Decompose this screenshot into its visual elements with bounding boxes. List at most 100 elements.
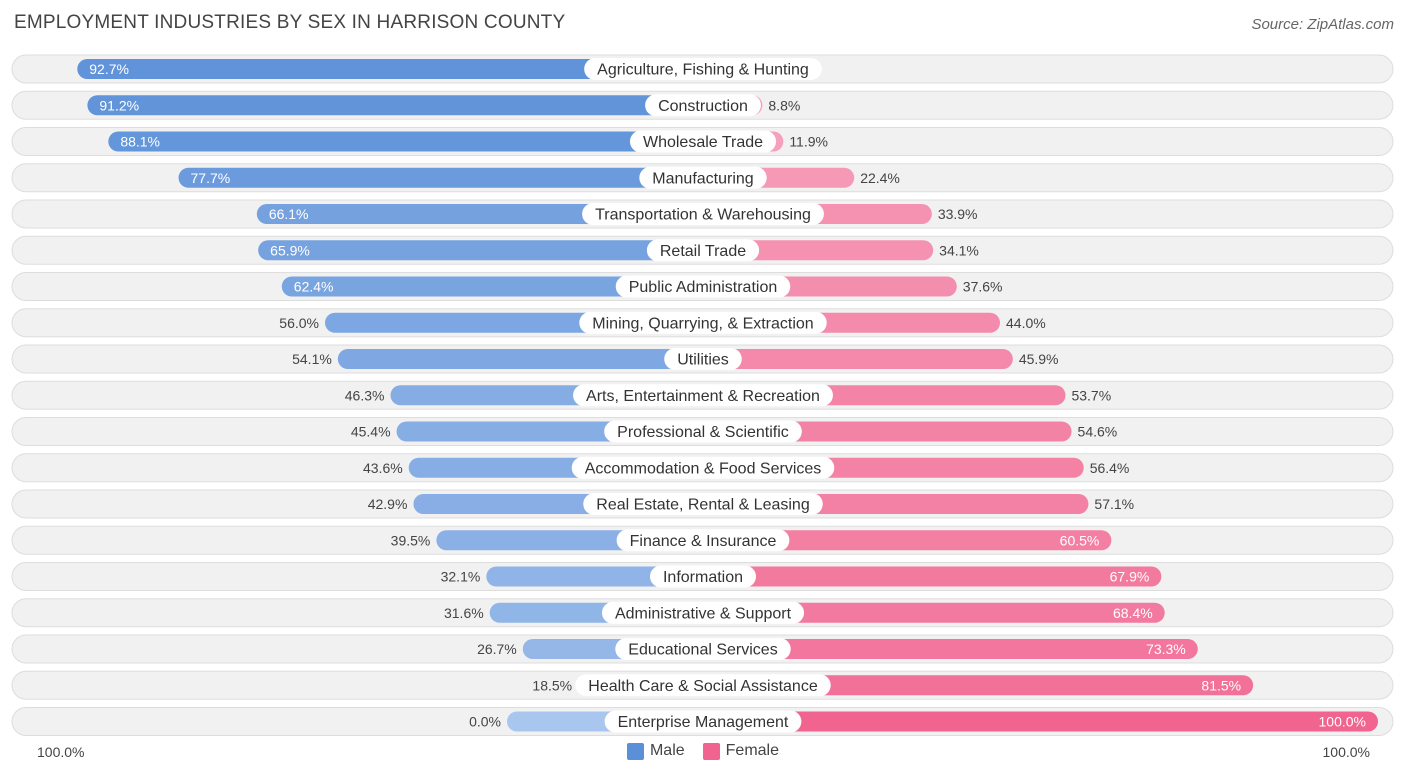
category-pill	[573, 384, 833, 407]
bar-female	[703, 530, 1112, 551]
value-label-female: 100.0%	[1319, 714, 1366, 730]
value-label-male: 43.6%	[363, 460, 403, 476]
value-label-male: 88.1%	[120, 134, 160, 150]
category-label: Real Estate, Rental & Leasing	[596, 497, 809, 514]
category-label: Agriculture, Fishing & Hunting	[597, 62, 809, 79]
category-pill	[664, 348, 742, 370]
value-label-male: 0.0%	[469, 714, 501, 730]
source-credit: Source: ZipAtlas.com	[1251, 16, 1394, 33]
axis-right-label: 100.0%	[1322, 744, 1370, 760]
bar-male	[486, 566, 703, 587]
value-label-male: 42.9%	[368, 496, 408, 512]
bar-female	[703, 566, 1162, 587]
bar-male	[108, 131, 703, 152]
value-label-female: 56.4%	[1090, 460, 1130, 476]
category-pill	[615, 275, 791, 298]
chart-row: 45.4% 54.6% Professional & Scientific	[11, 417, 1394, 446]
category-label: Construction	[658, 98, 748, 115]
bar-male	[337, 349, 703, 369]
chart-row: 65.9% 34.1% Retail Trade	[11, 235, 1394, 265]
value-label-female: 60.5%	[1060, 532, 1100, 548]
chart-row: 46.3% 53.7% Arts, Entertainment & Recreati…	[11, 380, 1394, 410]
axis-left-label: 100.0%	[37, 744, 85, 760]
category-pill	[571, 456, 835, 479]
legend-label-male: Male	[649, 742, 685, 759]
chart-row: 43.6% 56.4% Accommodation & Food Services	[11, 453, 1394, 483]
category-label: Manufacturing	[652, 170, 753, 187]
value-label-male: 45.4%	[351, 424, 391, 440]
category-pill	[616, 529, 790, 552]
legend-swatch-female	[702, 742, 720, 760]
category-pill	[646, 239, 760, 262]
bar-female	[703, 711, 1378, 732]
legend-swatch-male	[626, 742, 644, 760]
value-label-male: 31.6%	[444, 605, 484, 621]
value-label-male: 56.0%	[279, 315, 319, 331]
category-pill	[639, 166, 767, 189]
bar-female	[703, 349, 1013, 369]
category-label: Health Care & Social Assistance	[588, 678, 818, 695]
value-label-female: 54.6%	[1078, 424, 1118, 440]
value-label-male: 92.7%	[89, 61, 129, 77]
legend-item-female: Female	[702, 742, 780, 760]
chart-row: 42.9% 57.1% Real Estate, Rental & Leasing	[11, 489, 1394, 519]
chart-row: 39.5% 60.5% Finance & Insurance	[11, 525, 1394, 555]
value-label-male: 66.1%	[269, 206, 309, 222]
category-label: Retail Trade	[660, 243, 746, 260]
bar-male	[281, 276, 703, 297]
category-label: Transportation & Warehousing	[595, 207, 811, 224]
bar-male	[178, 167, 703, 188]
value-label-female: 45.9%	[1019, 351, 1059, 367]
value-label-female: 11.9%	[789, 134, 828, 150]
bar-female	[703, 240, 934, 261]
category-pill	[575, 674, 831, 697]
value-label-male: 65.9%	[270, 242, 310, 258]
category-label: Public Administration	[629, 279, 778, 296]
category-pill	[604, 420, 802, 443]
category-pill	[629, 130, 777, 153]
chart-row: 62.4% 37.6% Public Administration	[11, 272, 1394, 301]
value-label-male: 77.7%	[191, 170, 231, 186]
category-pill	[582, 203, 824, 225]
category-pill	[584, 58, 822, 80]
bar-male	[87, 95, 703, 116]
chart-row: 77.7% 22.4% Manufacturing	[11, 163, 1394, 193]
category-label: Enterprise Management	[618, 714, 789, 731]
chart-row: 32.1% 67.9% Information	[11, 562, 1394, 591]
chart-row: 88.1% 11.9% Wholesale Trade	[11, 127, 1394, 156]
value-label-female: 34.1%	[939, 242, 979, 258]
category-label: Arts, Entertainment & Recreation	[586, 388, 820, 405]
chart-row: 18.5% 81.5% Health Care & Social Assistanc…	[11, 670, 1394, 700]
chart-row: 91.2% 8.8% Construction	[11, 90, 1394, 120]
value-label-female: 44.0%	[1006, 315, 1046, 331]
value-label-female: 33.9%	[938, 206, 978, 222]
category-pill	[601, 601, 805, 624]
category-pill	[649, 565, 757, 588]
value-label-male: 46.3%	[345, 387, 385, 403]
chart-row: 56.0% 44.0% Mining, Quarrying, & Extractio…	[11, 308, 1394, 338]
bar-male	[258, 240, 703, 261]
legend: Male Female	[0, 742, 1406, 760]
value-label-male: 91.2%	[99, 97, 139, 113]
value-label-male: 32.1%	[441, 569, 481, 585]
chart-row: 54.1% 45.9% Utilities	[11, 344, 1394, 374]
chart-row: 92.7%7.3%Agriculture, Fishing & Hunting	[11, 54, 1394, 84]
value-label-female: 68.4%	[1113, 605, 1153, 621]
bar-female	[703, 639, 1198, 659]
bar-female	[703, 602, 1165, 623]
value-label-male: 54.1%	[292, 351, 332, 367]
value-label-female: 37.6%	[963, 279, 1003, 295]
category-pill	[583, 493, 823, 515]
category-pill	[604, 710, 802, 733]
category-label: Professional & Scientific	[617, 424, 789, 441]
category-label: Information	[663, 569, 743, 586]
value-label-female: 73.3%	[1146, 641, 1186, 657]
legend-label-female: Female	[725, 742, 780, 759]
category-pill	[645, 94, 761, 117]
value-label-female: 57.1%	[1094, 496, 1134, 512]
value-label-male: 26.7%	[477, 641, 517, 657]
chart-row: 0.0% 100.0% Enterprise Management	[11, 707, 1394, 736]
chart-title: EMPLOYMENT INDUSTRIES BY SEX IN HARRISON…	[14, 12, 566, 33]
category-label: Utilities	[677, 352, 729, 369]
